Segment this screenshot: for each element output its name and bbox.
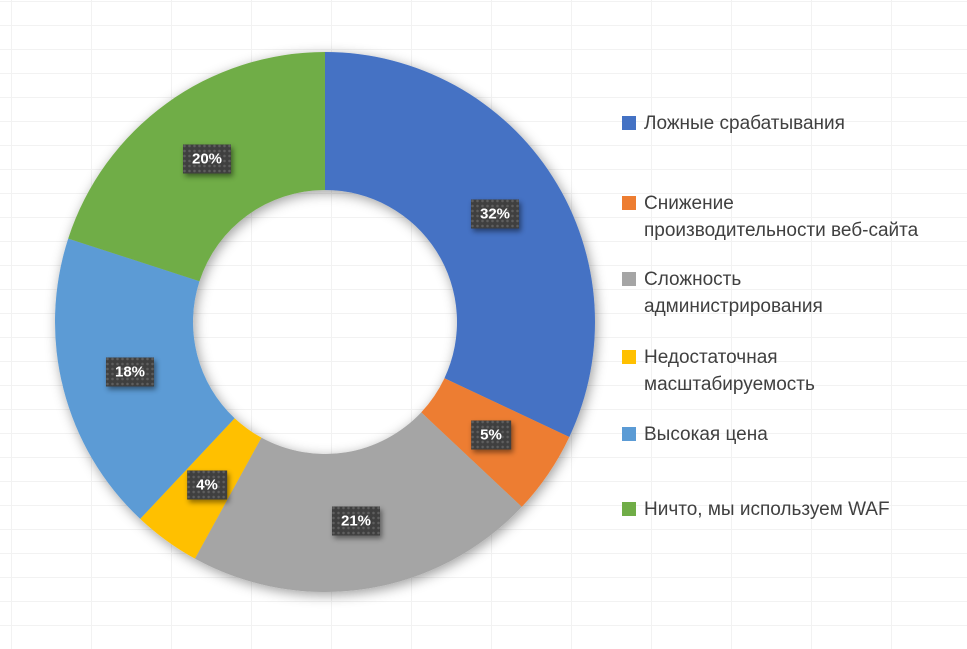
data-label: 32% — [470, 199, 520, 229]
legend-swatch — [622, 272, 636, 286]
legend-item-false-positives[interactable]: Ложные срабатывания — [622, 110, 845, 137]
legend-swatch — [622, 116, 636, 130]
legend-label: Недостаточная масштабируемость — [644, 347, 815, 395]
legend-label: Сложность администрирования — [644, 269, 823, 317]
legend-item-admin-complexity[interactable]: Сложность администрирования — [622, 266, 823, 320]
legend-swatch — [622, 502, 636, 516]
data-label: 18% — [105, 357, 155, 387]
legend-label: Ничто, мы используем WAF — [644, 499, 890, 520]
legend-swatch — [622, 196, 636, 210]
legend-item-scalability[interactable]: Недостаточная масштабируемость — [622, 344, 815, 398]
legend-swatch — [622, 350, 636, 364]
legend: Ложные срабатывания Снижение производите… — [622, 0, 960, 649]
data-label: 20% — [182, 144, 232, 174]
donut-slice-1[interactable] — [325, 52, 595, 437]
legend-swatch — [622, 427, 636, 441]
legend-label: Ложные срабатывания — [644, 113, 845, 134]
plot-area — [54, 52, 595, 592]
legend-label: Снижение производительности веб-сайта — [644, 193, 919, 241]
data-label: 5% — [471, 420, 511, 450]
legend-item-site-performance[interactable]: Снижение производительности веб-сайта — [622, 190, 918, 244]
legend-item-nothing-waf[interactable]: Ничто, мы используем WAF — [622, 496, 890, 523]
legend-item-high-price[interactable]: Высокая цена — [622, 421, 768, 448]
donut-slice-3[interactable] — [194, 412, 522, 592]
legend-label: Высокая цена — [644, 424, 768, 445]
data-label: 21% — [331, 506, 381, 536]
data-label: 4% — [187, 470, 227, 500]
